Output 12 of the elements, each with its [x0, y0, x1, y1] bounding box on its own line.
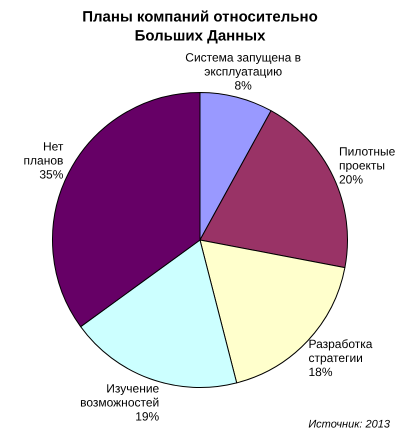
- data-label: 20%: [338, 172, 364, 186]
- data-label: 18%: [308, 365, 333, 380]
- slice-label: Изучение возможностей: [80, 382, 160, 410]
- data-label: 8%: [234, 78, 252, 92]
- slice-label: Пилотные проекты: [338, 144, 396, 172]
- text: Источник: 2013: [308, 418, 391, 431]
- data-label: 19%: [135, 410, 160, 424]
- chart-title: Планы компаний относительно Больших Данных: [82, 8, 318, 45]
- slice-label: Система запущена в эксплуатацию: [185, 50, 302, 78]
- slice-label: Нет планов: [24, 140, 64, 168]
- data-label: 35%: [39, 168, 64, 182]
- slice-label: Разработка стратегии: [308, 337, 373, 366]
